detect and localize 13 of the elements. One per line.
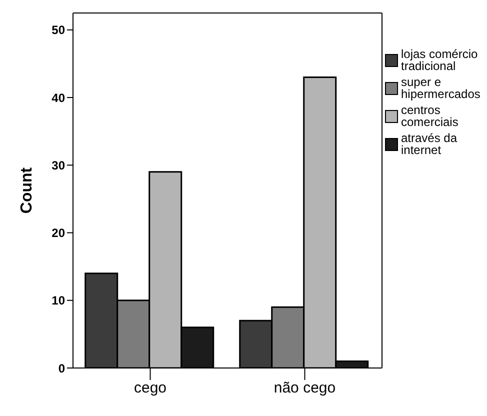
legend-label: através da internet [401,131,458,157]
legend-label: lojas comércio tradicional [401,47,479,73]
y-tick-label: 30 [52,158,66,172]
y-tick-label: 40 [52,90,66,105]
y-tick-label: 50 [52,23,66,38]
legend-label: centros comerciais [401,103,460,129]
y-tick-label: 0 [58,361,66,376]
y-axis-title: Count [18,166,36,214]
legend-label: super e hipermercados [401,75,482,101]
x-tick-label: não cego [274,380,336,397]
y-tick-label: 20 [52,226,66,240]
x-tick-label: cego [134,380,167,397]
y-tick-label: 10 [52,294,66,308]
